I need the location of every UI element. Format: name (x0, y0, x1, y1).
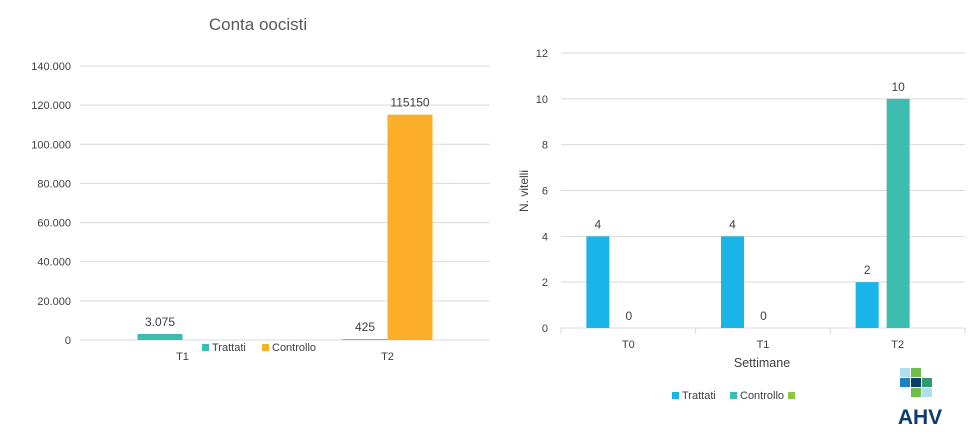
left-data-label: 115150 (390, 96, 429, 110)
right-x-tick-label: T1 (757, 339, 770, 351)
right-chart-y-axis: 0 2 4 6 8 10 12 (536, 48, 548, 335)
left-y-tick-label: 100.000 (31, 139, 71, 151)
right-data-label: 4 (594, 217, 601, 231)
right-y-tick-label: 2 (542, 277, 548, 289)
ahv-logo: AHV (886, 368, 956, 430)
right-chart-legend: Trattati Controllo (672, 390, 795, 402)
left-data-label: 425 (355, 320, 375, 334)
left-data-label: 3.075 (145, 315, 175, 329)
left-x-tick-label: T1 (176, 351, 189, 363)
cross-icon (900, 368, 932, 397)
logo-text: AHV (898, 406, 942, 429)
left-legend-label: Trattati (212, 342, 246, 354)
right-bar-trattati (586, 236, 610, 328)
right-chart-x-axis: T0 T1 T2 (560, 328, 966, 351)
right-bar-trattati (855, 282, 879, 328)
right-y-tick-label: 6 (542, 186, 548, 198)
left-chart-legend: Trattati Controllo (202, 342, 316, 354)
right-data-label: 0 (760, 309, 767, 323)
right-y-tick-label: 0 (542, 323, 548, 335)
left-y-tick-label: 120.000 (31, 100, 71, 112)
left-x-tick-label: T2 (381, 351, 394, 363)
right-y-tick-label: 4 (542, 231, 548, 243)
left-chart-x-axis: T1 T2 (176, 351, 394, 363)
right-legend-swatch (672, 392, 679, 399)
left-y-tick-label: 20.000 (37, 296, 71, 308)
left-y-tick-label: 140.000 (31, 61, 71, 73)
right-legend-swatch (730, 392, 737, 399)
right-legend-label: Trattati (682, 390, 716, 402)
left-legend-label: Controllo (272, 342, 316, 354)
left-chart-gridlines (80, 65, 490, 341)
left-bar-controllo (387, 114, 433, 340)
left-y-tick-label: 0 (65, 335, 71, 347)
left-y-tick-label: 60.000 (37, 218, 71, 230)
right-x-tick-label: T2 (891, 339, 904, 351)
left-bar-trattati (137, 333, 183, 340)
left-legend-swatch (202, 344, 209, 351)
left-legend-swatch (262, 344, 269, 351)
right-data-label: 0 (625, 309, 632, 323)
right-data-label: 10 (891, 80, 905, 94)
left-y-tick-label: 80.000 (37, 178, 71, 190)
right-bar-trattati (721, 236, 744, 328)
right-chart-x-axis-title: Settimane (734, 356, 790, 370)
right-data-label: 2 (864, 263, 871, 277)
left-chart-y-axis: 0 20.000 40.000 60.000 80.000 100.000 120.000 1… (31, 61, 71, 347)
right-legend-label: Controllo (740, 390, 784, 402)
left-chart-title: Conta oocisti (209, 15, 307, 34)
right-chart-y-axis-title: N. vitelli (517, 170, 531, 212)
right-data-label: 4 (729, 217, 736, 231)
left-bar-trattati (342, 339, 388, 340)
right-y-tick-label: 8 (542, 140, 548, 152)
right-legend-swatch (788, 392, 795, 399)
right-chart-bars: 4 0 4 0 2 10 (586, 80, 910, 328)
left-chart-bars: 3.075 425 115150 (137, 96, 433, 340)
right-y-tick-label: 12 (536, 48, 548, 60)
right-bar-controllo (886, 98, 910, 328)
right-y-tick-label: 10 (536, 94, 548, 106)
right-x-tick-label: T0 (622, 339, 635, 351)
left-y-tick-label: 40.000 (37, 257, 71, 269)
